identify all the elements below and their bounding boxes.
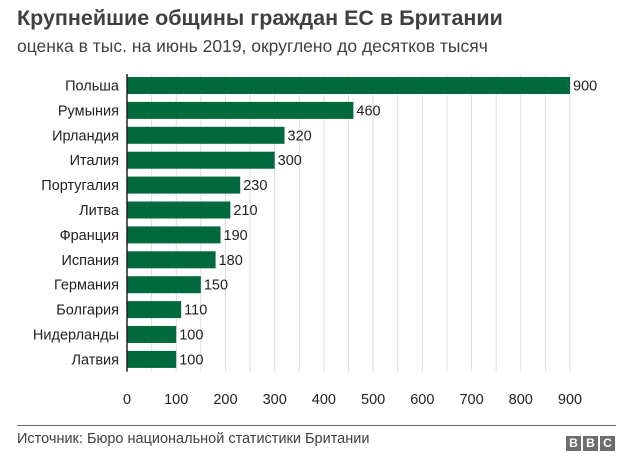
value-label: 300 <box>278 153 302 169</box>
bar <box>127 326 177 343</box>
x-tick-label: 400 <box>312 392 336 408</box>
bar <box>127 77 570 94</box>
bar <box>127 126 285 144</box>
category-label: Польша <box>65 79 120 95</box>
value-label: 210 <box>233 203 257 219</box>
x-tick-label: 100 <box>164 392 188 408</box>
x-tick-label: 700 <box>459 392 483 408</box>
value-label: 150 <box>204 278 228 294</box>
chart-subtitle: оценка в тыс. на июнь 2019, округлено до… <box>17 36 488 56</box>
category-label: Литва <box>79 203 120 219</box>
category-label: Испания <box>61 253 119 269</box>
category-label: Португалия <box>41 178 119 194</box>
x-tick-label: 200 <box>213 392 237 408</box>
x-tick-label: 800 <box>509 392 533 408</box>
value-label: 100 <box>179 328 203 344</box>
x-tick-label: 600 <box>410 392 434 408</box>
category-label: Латвия <box>71 352 119 368</box>
category-label: Румыния <box>58 103 119 119</box>
x-tick-label: 500 <box>361 392 385 408</box>
category-label: Нидерланды <box>33 328 119 344</box>
bar-chart: Польша 900 Румыния 460 Ирландия 320 Италия 300 П… <box>33 74 597 408</box>
value-label: 190 <box>224 228 248 244</box>
category-label: Болгария <box>56 303 119 319</box>
bar <box>127 151 275 169</box>
x-tick-label: 0 <box>123 392 131 408</box>
source-note: Источник: Бюро национальной статистики Б… <box>17 431 370 447</box>
bar <box>127 201 231 219</box>
value-label: 900 <box>573 79 597 95</box>
footer-divider <box>17 425 616 426</box>
value-label: 460 <box>356 103 380 119</box>
value-label: 110 <box>184 303 207 319</box>
chart-title: Крупнейшие общины граждан ЕС в Британии <box>17 6 503 30</box>
category-label: Германия <box>54 278 119 294</box>
bar <box>127 101 354 119</box>
x-tick-label: 900 <box>558 392 582 408</box>
category-label: Франция <box>60 228 119 244</box>
value-label: 320 <box>288 128 312 144</box>
bar <box>127 276 201 294</box>
value-label: 100 <box>179 352 203 368</box>
x-tick-label: 300 <box>263 392 287 408</box>
value-label: 180 <box>219 253 243 269</box>
bar <box>127 251 216 269</box>
bar <box>127 226 221 244</box>
category-label: Италия <box>70 153 119 169</box>
category-label: Ирландия <box>52 128 119 144</box>
bar <box>127 350 177 368</box>
bar <box>127 176 241 194</box>
value-label: 230 <box>243 178 267 194</box>
bar <box>127 301 182 319</box>
